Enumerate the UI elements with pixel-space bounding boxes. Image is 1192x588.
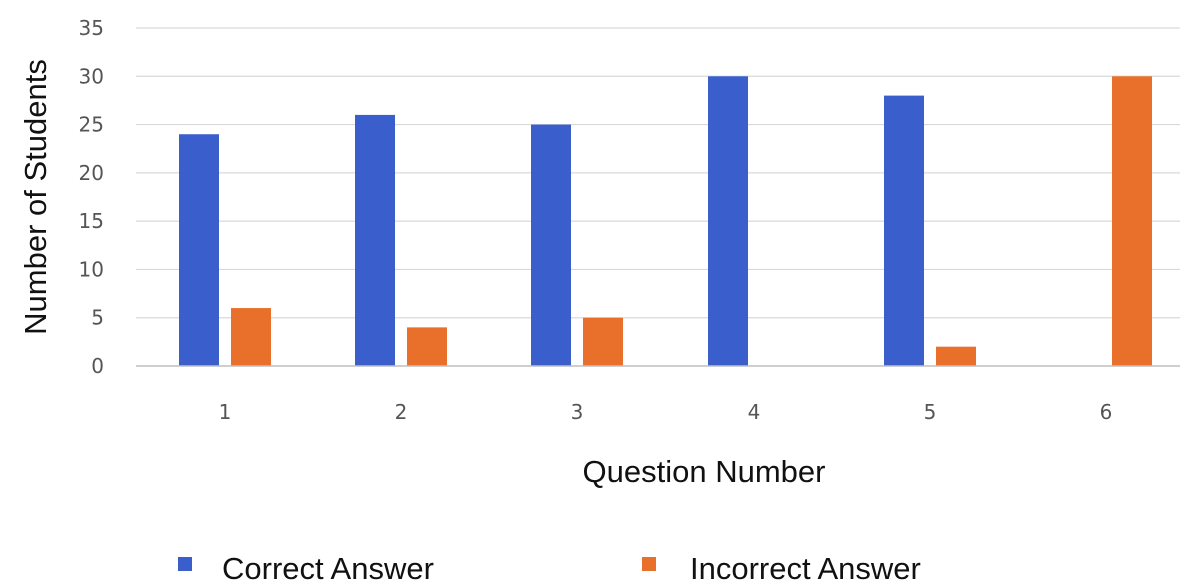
x-tick-label: 4: [748, 400, 761, 424]
legend-swatch-incorrect: [642, 557, 656, 571]
bar-correct-q1: [179, 134, 219, 366]
gridlines: [136, 27, 1180, 319]
bar-incorrect-q3: [583, 317, 623, 366]
legend-swatch-correct: [178, 557, 192, 571]
y-tick-label: 5: [91, 306, 104, 330]
legend-label-incorrect: Incorrect Answer: [690, 551, 921, 586]
bar-correct-q4: [708, 76, 748, 367]
legend: Correct Answer Incorrect Answer: [178, 551, 921, 586]
bar-incorrect-q5: [936, 346, 976, 366]
x-tick-label: 2: [395, 400, 408, 424]
bars: [179, 76, 1152, 367]
bar-incorrect-q1: [231, 308, 271, 366]
y-tick-label: 25: [79, 113, 104, 137]
y-tick-label: 10: [79, 257, 104, 281]
y-tick-label: 20: [79, 161, 104, 185]
bar-correct-q5: [884, 95, 924, 366]
legend-label-correct: Correct Answer: [222, 551, 434, 586]
y-tick-label: 15: [79, 209, 104, 233]
x-tick-label: 1: [219, 400, 232, 424]
bar-incorrect-q2: [407, 327, 447, 366]
y-tick-label: 35: [79, 16, 104, 40]
x-tick-label: 3: [571, 400, 584, 424]
y-tick-label: 30: [79, 64, 104, 88]
x-tick-label: 6: [1100, 400, 1113, 424]
x-axis-ticks: 1 2 3 4 5 6: [219, 400, 1113, 424]
bar-incorrect-q6: [1112, 76, 1152, 367]
y-axis-ticks: 0 5 10 15 20 25 30 35: [79, 16, 104, 378]
y-tick-label: 0: [91, 354, 104, 378]
bar-correct-q2: [355, 114, 395, 367]
x-tick-label: 5: [924, 400, 937, 424]
x-axis-title: Question Number: [583, 454, 826, 489]
y-axis-title: Number of Students: [18, 59, 53, 335]
bar-correct-q3: [531, 124, 571, 366]
